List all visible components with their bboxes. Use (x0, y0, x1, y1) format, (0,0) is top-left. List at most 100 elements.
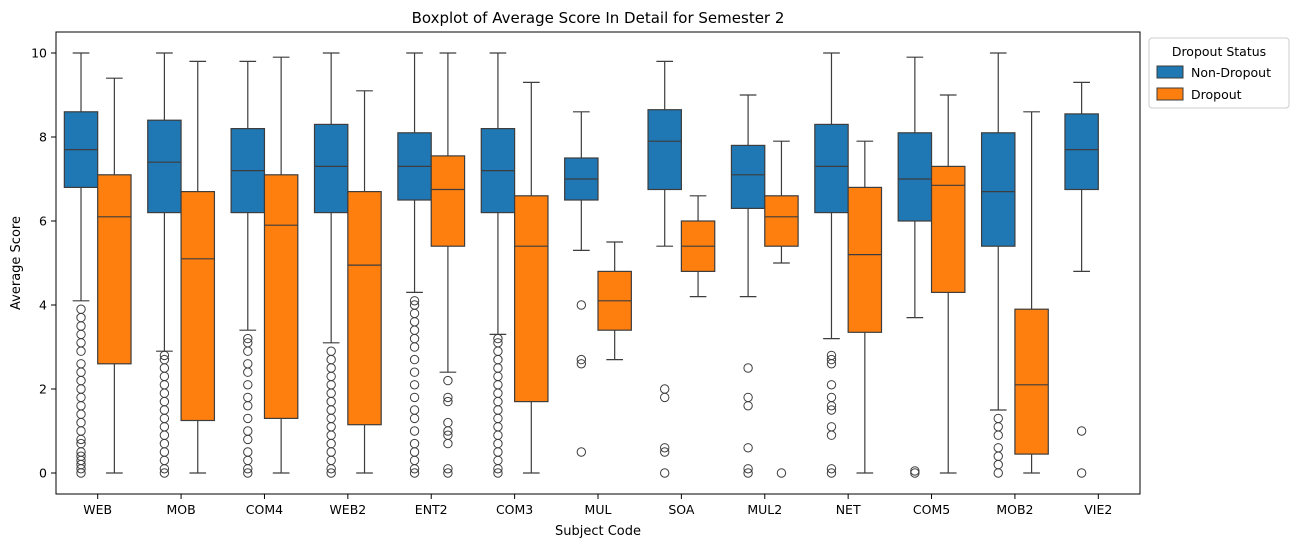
box-group (597, 241, 632, 361)
box (847, 186, 883, 333)
box (980, 132, 1016, 247)
outlier-point (826, 350, 837, 361)
box-group (730, 94, 766, 478)
outlier-point (76, 392, 86, 403)
outlier-point (1076, 468, 1087, 478)
outlier-point (409, 438, 420, 449)
x-tick-label: SOA (668, 502, 695, 517)
outlier-point (243, 333, 253, 344)
outlier-point (159, 371, 170, 382)
outlier-point (409, 405, 420, 415)
outlier-point (409, 392, 420, 403)
outlier-point (493, 455, 503, 466)
outlier-point (159, 388, 170, 398)
outlier-point (409, 317, 420, 327)
outlier-point (993, 459, 1003, 470)
outlier-point (76, 367, 86, 377)
outlier-point (409, 300, 420, 310)
outlier-point (409, 296, 420, 306)
x-tick-label: NET (836, 502, 861, 517)
box (514, 195, 549, 403)
outlier-point (443, 430, 453, 440)
box (347, 191, 382, 426)
x-tick-label: VIE2 (1084, 502, 1112, 517)
x-tick-label: ENT2 (415, 502, 448, 517)
outlier-point (443, 392, 453, 403)
outlier-point (409, 333, 420, 344)
box-group (263, 56, 299, 474)
outlier-point (743, 363, 753, 373)
outlier-point (243, 401, 253, 411)
y-tick-label: 4 (39, 298, 47, 313)
box (647, 109, 682, 191)
box (97, 174, 132, 365)
outlier-point (76, 321, 86, 331)
box-group (814, 52, 849, 478)
outlier-point (326, 363, 336, 373)
outlier-point (159, 363, 170, 373)
outlier-point (243, 359, 253, 369)
box (814, 123, 849, 214)
x-tick-label: MUL2 (747, 502, 782, 517)
outlier-point (159, 354, 170, 365)
box-group (1014, 111, 1049, 474)
outlier-point (826, 422, 837, 432)
outlier-point (409, 380, 420, 390)
outlier-point (993, 413, 1003, 424)
box (147, 119, 182, 214)
y-tick-label: 0 (39, 466, 47, 481)
outlier-point (443, 468, 453, 478)
y-tick-label: 2 (39, 382, 47, 397)
outlier-point (326, 380, 336, 390)
x-tick-label: COM5 (913, 502, 950, 517)
outlier-point (159, 438, 170, 449)
outlier-point (776, 468, 787, 478)
chart-title: Boxplot of Average Score In Detail for S… (412, 9, 785, 27)
outlier-point (826, 430, 837, 440)
x-tick-label: WEB (83, 502, 112, 517)
outlier-point (76, 417, 86, 428)
outlier-point (743, 443, 753, 453)
plot-area (63, 52, 1099, 478)
outlier-point (159, 380, 170, 390)
outlier-point (76, 438, 86, 449)
x-axis-label: Subject Code (555, 524, 641, 539)
outlier-point (493, 405, 503, 415)
x-tick-label: COM3 (496, 502, 533, 517)
box (1014, 308, 1049, 455)
outlier-point (443, 396, 453, 407)
outlier-point (243, 367, 253, 377)
outlier-point (493, 333, 503, 344)
outlier-point (910, 468, 920, 478)
x-tick-label: MOB (166, 502, 195, 517)
box-group (180, 60, 216, 474)
outlier-point (243, 413, 253, 424)
legend-label: Non-Dropout (1191, 65, 1271, 80)
outlier-point (743, 401, 753, 411)
outlier-point (443, 438, 453, 449)
outlier-point (993, 451, 1003, 461)
outlier-point (493, 380, 503, 390)
outlier-point (409, 468, 420, 478)
outlier-point (76, 426, 86, 436)
outlier-point (326, 438, 336, 449)
outlier-point (409, 325, 420, 335)
plot-frame (55, 31, 1141, 495)
box-group (564, 111, 599, 457)
box (313, 123, 349, 214)
box-group (1064, 81, 1099, 478)
outlier-point (409, 455, 420, 466)
outlier-point (243, 455, 253, 466)
legend-label: Dropout (1191, 87, 1242, 102)
box (930, 165, 966, 293)
y-tick-label: 10 (31, 46, 47, 61)
outlier-point (76, 384, 86, 394)
outlier-point (493, 363, 503, 373)
outlier-point (76, 346, 86, 356)
outlier-point (326, 413, 336, 424)
outlier-point (409, 308, 420, 319)
box-group (980, 52, 1016, 478)
outlier-point (743, 468, 753, 478)
legend-title: Dropout Status (1172, 44, 1266, 59)
outlier-point (326, 455, 336, 466)
